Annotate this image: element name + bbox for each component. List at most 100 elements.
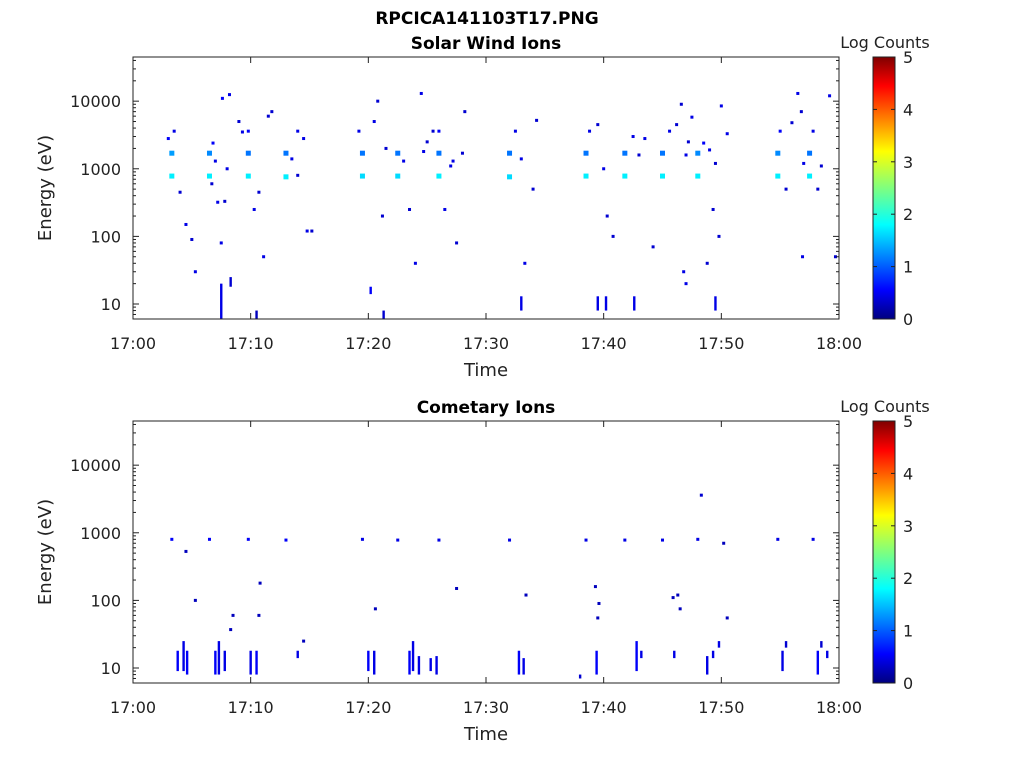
- count-pixel: [172, 129, 176, 133]
- colorbar-tick-label: 5: [903, 412, 913, 431]
- count-pixel: [696, 537, 700, 541]
- count-streak: [408, 650, 411, 675]
- count-pixel: [802, 161, 806, 165]
- count-pixel: [531, 187, 535, 191]
- count-streak: [578, 674, 582, 679]
- count-pixel: [676, 593, 680, 597]
- count-streak: [429, 658, 432, 672]
- count-pixel: [207, 537, 211, 541]
- count-pixel: [184, 549, 188, 553]
- count-pixel: [623, 538, 627, 542]
- count-streak: [711, 650, 715, 659]
- count-streak: [220, 283, 223, 319]
- count-pixel: [622, 173, 628, 179]
- count-pixel: [220, 96, 224, 100]
- y-tick-label: 10000: [70, 92, 121, 111]
- count-pixel: [725, 616, 729, 620]
- y-tick-label: 10: [101, 295, 121, 314]
- count-pixel: [588, 129, 592, 133]
- count-pixel: [384, 146, 388, 150]
- count-pixel: [722, 541, 726, 545]
- count-pixel: [660, 173, 665, 179]
- count-pixel: [357, 129, 361, 133]
- count-pixel: [266, 114, 270, 118]
- count-pixel: [605, 214, 609, 218]
- count-pixel: [431, 129, 435, 133]
- count-pixel: [695, 150, 701, 156]
- count-pixel: [225, 167, 229, 171]
- x-tick-label: 18:00: [816, 334, 862, 353]
- count-pixel: [305, 229, 309, 233]
- count-streak: [411, 641, 415, 672]
- count-streak: [784, 641, 788, 648]
- count-streak: [595, 650, 598, 675]
- count-pixel: [602, 167, 606, 171]
- count-streak: [522, 658, 525, 675]
- colorbar-tick-label: 4: [903, 464, 913, 483]
- count-pixel: [828, 94, 832, 98]
- colorbar-tick-label: 3: [903, 517, 913, 536]
- count-pixel: [408, 207, 412, 211]
- count-streak: [635, 641, 638, 672]
- colorbar-tick-label: 2: [903, 205, 913, 224]
- x-tick-label: 17:50: [698, 698, 744, 717]
- count-pixel: [778, 129, 782, 133]
- count-streak: [826, 650, 829, 659]
- count-pixel: [631, 135, 635, 139]
- count-pixel: [816, 187, 820, 191]
- count-pixel: [257, 190, 261, 194]
- count-pixel: [219, 241, 223, 245]
- count-pixel: [166, 137, 170, 141]
- count-streak: [373, 650, 376, 675]
- count-pixel: [508, 538, 512, 542]
- count-pixel: [622, 150, 628, 156]
- count-pixel: [229, 628, 233, 632]
- count-pixel: [679, 102, 683, 106]
- colorbar: [872, 420, 896, 684]
- count-pixel: [206, 173, 212, 179]
- x-tick-label: 17:20: [345, 698, 391, 717]
- count-pixel: [213, 159, 217, 163]
- y-axis-label: Energy (eV): [35, 499, 56, 605]
- count-pixel: [245, 173, 251, 179]
- count-pixel: [246, 129, 250, 133]
- count-pixel: [583, 150, 589, 156]
- count-pixel: [372, 120, 376, 124]
- count-streak: [714, 296, 717, 311]
- count-pixel: [455, 241, 459, 245]
- count-pixel: [419, 91, 423, 95]
- count-pixel: [302, 639, 306, 643]
- count-pixel: [811, 537, 815, 541]
- count-pixel: [811, 129, 815, 133]
- figure-title: RPCICA141103T17.PNG: [375, 9, 598, 29]
- count-pixel: [682, 270, 686, 274]
- count-pixel: [193, 598, 197, 602]
- colorbar: [872, 56, 896, 320]
- count-pixel: [193, 270, 197, 274]
- count-pixel: [775, 173, 781, 179]
- x-axis-label: Time: [463, 360, 508, 381]
- count-pixel: [395, 173, 401, 179]
- count-pixel: [169, 150, 175, 156]
- colorbar-tick-label: 5: [903, 48, 913, 67]
- count-pixel: [227, 93, 231, 97]
- count-pixel: [695, 173, 701, 179]
- count-pixel: [784, 187, 788, 191]
- count-pixel: [206, 150, 212, 156]
- count-pixel: [596, 123, 600, 127]
- x-tick-label: 17:40: [581, 698, 627, 717]
- x-tick-label: 17:20: [345, 334, 391, 353]
- count-pixel: [702, 141, 706, 145]
- x-tick-label: 17:40: [581, 334, 627, 353]
- count-pixel: [240, 130, 244, 134]
- y-tick-label: 100: [90, 591, 121, 610]
- count-streak: [217, 641, 221, 675]
- plot-area: [133, 421, 839, 683]
- count-pixel: [535, 118, 539, 122]
- count-streak: [706, 656, 709, 675]
- count-pixel: [252, 207, 256, 211]
- count-pixel: [711, 207, 715, 211]
- x-tick-label: 17:10: [228, 334, 274, 353]
- count-pixel: [775, 150, 781, 156]
- count-pixel: [245, 150, 251, 156]
